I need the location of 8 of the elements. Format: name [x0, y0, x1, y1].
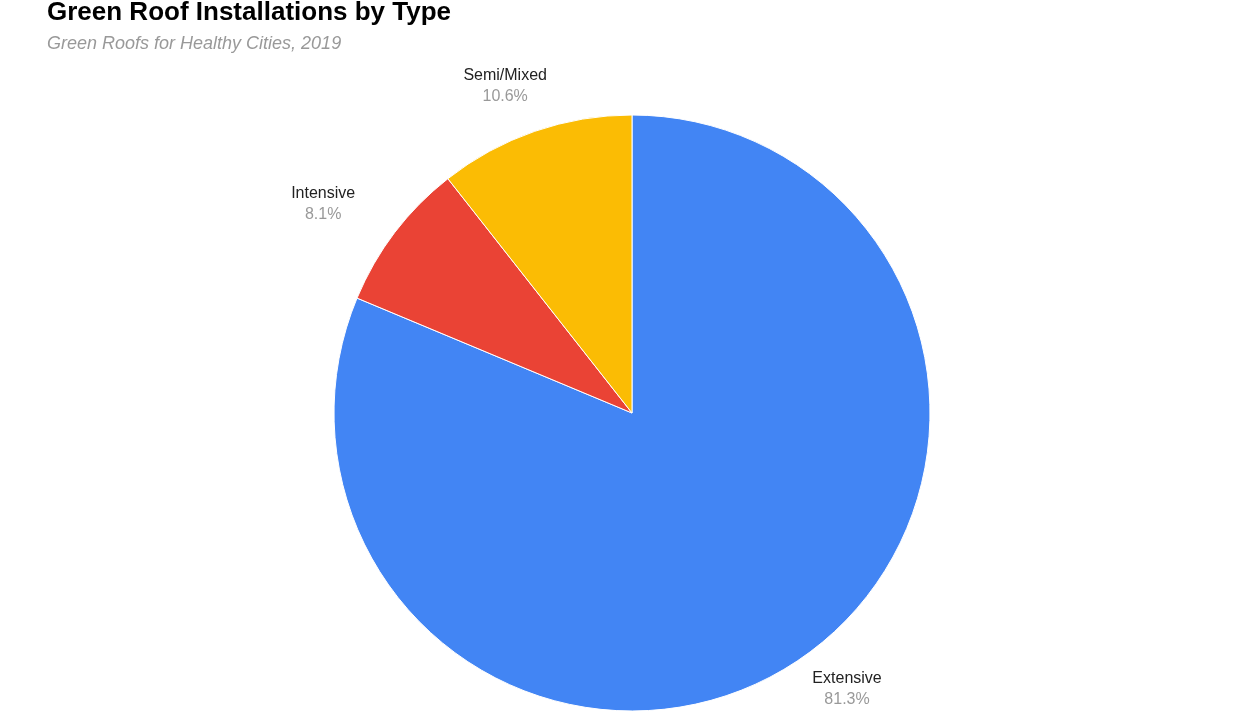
- slice-label: Extensive: [812, 669, 882, 686]
- chart-title: Green Roof Installations by Type: [47, 0, 452, 27]
- slice-label: Intensive: [291, 184, 356, 202]
- data-label: 10.6%: [482, 87, 528, 105]
- data-label: 8.1%: [304, 205, 342, 223]
- data-label: 81.3%: [824, 690, 870, 707]
- slice-label: Semi/Mixed: [463, 66, 547, 84]
- chart-subtitle: Green Roofs for Healthy Cities, 2019: [47, 33, 342, 54]
